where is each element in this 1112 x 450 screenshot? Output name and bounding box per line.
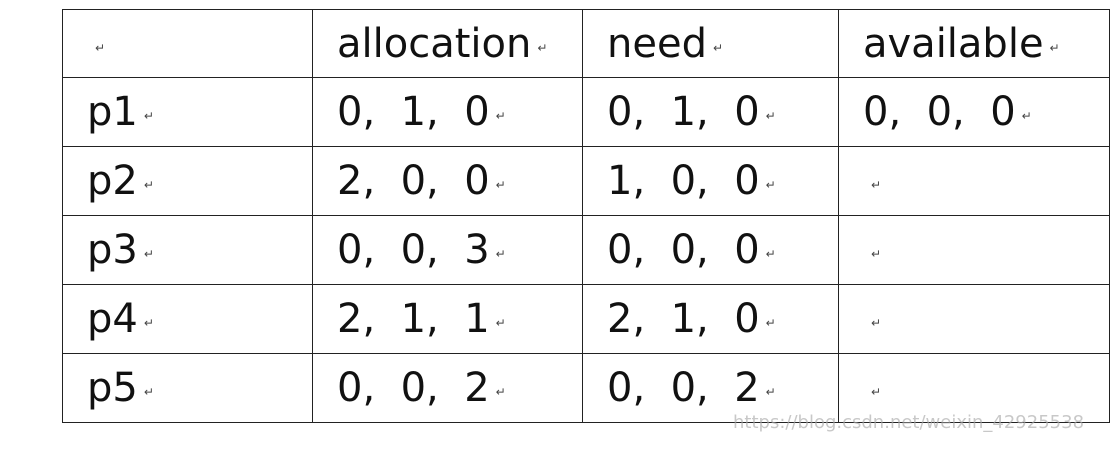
paragraph-mark-icon: ↵ [143,178,154,192]
paragraph-mark-icon: ↵ [1049,40,1060,55]
paragraph-mark-icon: ↵ [871,316,882,330]
paragraph-mark-icon: ↵ [495,316,506,330]
paragraph-mark-icon: ↵ [765,178,776,192]
paragraph-mark-icon: ↵ [871,178,882,192]
watermark-url: https://blog.csdn.net/weixin_42925538 [733,412,1085,433]
header-cell-allocation: allocation ↵ [312,9,583,78]
available-cell: ↵ [838,353,1110,423]
header-row: ↵ allocation ↵ need ↵ available ↵ [62,9,1110,78]
paragraph-mark-icon: ↵ [765,385,776,399]
need-cell: 1, 0, 0 ↵ [582,146,839,216]
paragraph-mark-icon: ↵ [143,247,154,261]
allocation-cell: 0, 0, 3 ↵ [312,215,583,285]
paragraph-mark-icon: ↵ [143,109,154,123]
paragraph-mark-icon: ↵ [1021,109,1032,123]
paragraph-mark-icon: ↵ [765,109,776,123]
process-cell: p1 ↵ [62,77,313,147]
paragraph-mark-icon: ↵ [495,247,506,261]
header-cell-need: need ↵ [582,9,839,78]
paragraph-mark-icon: ↵ [537,40,548,55]
table-row: p3 ↵ 0, 0, 3 ↵ 0, 0, 0 ↵ ↵ [62,215,1110,285]
header-cell-corner: ↵ [62,9,313,78]
process-cell: p5 ↵ [62,353,313,423]
table-row: p1 ↵ 0, 1, 0 ↵ 0, 1, 0 ↵ 0, 0, 0 ↵ [62,77,1110,147]
process-cell: p3 ↵ [62,215,313,285]
resource-table: ↵ allocation ↵ need ↵ available ↵ p1 ↵ 0, 1,… [62,9,1110,423]
paragraph-mark-icon: ↵ [871,247,882,261]
table-row: p4 ↵ 2, 1, 1 ↵ 2, 1, 0 ↵ ↵ [62,284,1110,354]
paragraph-mark-icon: ↵ [143,316,154,330]
need-cell: 2, 1, 0 ↵ [582,284,839,354]
allocation-cell: 0, 1, 0 ↵ [312,77,583,147]
available-cell: ↵ [838,146,1110,216]
paragraph-mark-icon: ↵ [95,40,106,55]
paragraph-mark-icon: ↵ [495,178,506,192]
allocation-cell: 2, 1, 1 ↵ [312,284,583,354]
paragraph-mark-icon: ↵ [871,385,882,399]
allocation-cell: 0, 0, 2 ↵ [312,353,583,423]
available-cell: ↵ [838,215,1110,285]
table-row: p5 ↵ 0, 0, 2 ↵ 0, 0, 2 ↵ ↵ [62,353,1110,423]
header-cell-available: available ↵ [838,9,1110,78]
need-cell: 0, 0, 0 ↵ [582,215,839,285]
available-cell: 0, 0, 0 ↵ [838,77,1110,147]
table-row: p2 ↵ 2, 0, 0 ↵ 1, 0, 0 ↵ ↵ [62,146,1110,216]
paragraph-mark-icon: ↵ [143,385,154,399]
available-cell: ↵ [838,284,1110,354]
paragraph-mark-icon: ↵ [712,40,724,55]
allocation-cell: 2, 0, 0 ↵ [312,146,583,216]
process-cell: p4 ↵ [62,284,313,354]
paragraph-mark-icon: ↵ [495,109,506,123]
need-cell: 0, 0, 2 ↵ [582,353,839,423]
paragraph-mark-icon: ↵ [765,247,776,261]
process-cell: p2 ↵ [62,146,313,216]
paragraph-mark-icon: ↵ [495,385,506,399]
paragraph-mark-icon: ↵ [765,316,776,330]
need-cell: 0, 1, 0 ↵ [582,77,839,147]
